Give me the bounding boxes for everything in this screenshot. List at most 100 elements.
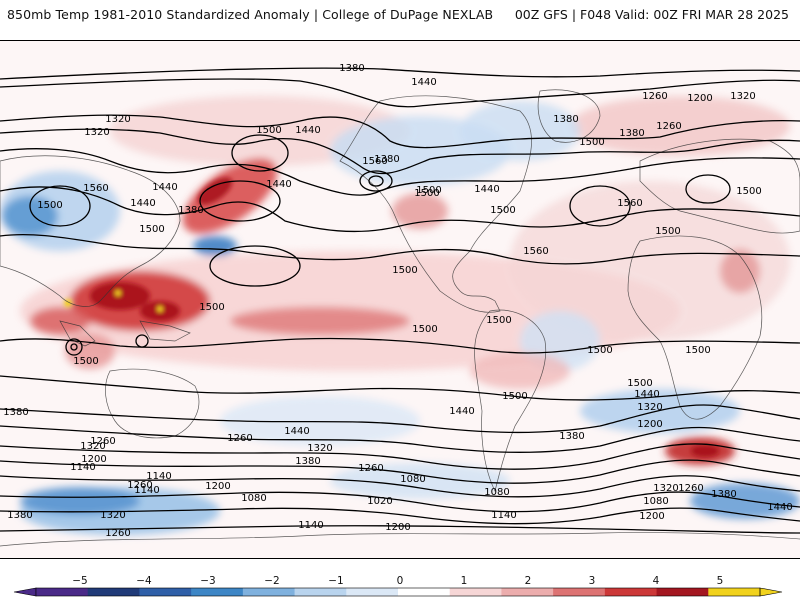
contour-label: 1320 (637, 402, 662, 413)
contour-label: 1440 (284, 426, 309, 437)
contour-label: 1320 (307, 443, 332, 454)
contour-label: 1080 (643, 496, 668, 507)
contour-label: 1440 (634, 389, 659, 400)
contour-label: 1440 (295, 125, 320, 136)
contour-label: 1380 (553, 114, 578, 125)
colorbar: −5 −4 −3 −2 −1 0 1 2 3 4 5 (0, 560, 800, 600)
contour-label: 1560 (83, 183, 108, 194)
contour-label: 1380 (711, 489, 736, 500)
contour-label: 1440 (449, 406, 474, 417)
chart-header: 850mb Temp 1981-2010 Standardized Anomal… (0, 0, 800, 30)
colorbar-swatch (708, 588, 761, 596)
contour-label: 1140 (70, 462, 95, 473)
colorbar-tick-label: −4 (136, 575, 152, 587)
contour-label: 1140 (491, 510, 516, 521)
contour-label: 1380 (178, 205, 203, 216)
colorbar-swatch (604, 588, 658, 596)
anomaly-peaks (64, 177, 719, 457)
colorbar-swatch (346, 588, 399, 596)
colorbar-tick-label: 3 (589, 575, 596, 587)
contour-label: 1440 (474, 184, 499, 195)
contour-label: 1440 (130, 198, 155, 209)
contour-label: 1140 (134, 485, 159, 496)
contour-label: 1200 (385, 522, 410, 533)
contour-label: 1380 (619, 128, 644, 139)
contour-label: 1380 (559, 431, 584, 442)
contour-label: 1560 (523, 246, 548, 257)
colorbar-tick-label: 0 (397, 575, 404, 587)
colorbar-swatch (501, 588, 554, 596)
contour-label: 1500 (502, 391, 527, 402)
height-contours (0, 67, 800, 534)
contour-label: 1560 (617, 198, 642, 209)
colorbar-swatch (191, 588, 244, 596)
colorbar-swatch (87, 588, 140, 596)
contour-label: 1200 (639, 511, 664, 522)
contour-label: 1320 (653, 483, 678, 494)
contour-label: 1140 (298, 520, 323, 531)
colorbar-svg: −5 −4 −3 −2 −1 0 1 2 3 4 5 (13, 575, 783, 597)
coastlines (0, 89, 800, 547)
contour-label: 1080 (484, 487, 509, 498)
colorbar-tick-label: 5 (717, 575, 724, 587)
contour-label: 1260 (358, 463, 383, 474)
colorbar-swatch (398, 588, 451, 596)
colorbar-min-extend (13, 587, 37, 597)
contour-label: 1320 (84, 127, 109, 138)
colorbar-swatch (656, 588, 709, 596)
contour-label: 1500 (414, 188, 439, 199)
colorbar-swatch (36, 588, 89, 596)
contour-label: 1560 (362, 156, 387, 167)
colorbar-tick-label: −1 (328, 575, 343, 587)
colorbar-swatch (449, 588, 502, 596)
colorbar-swatch (242, 588, 296, 596)
contour-label: 1320 (730, 91, 755, 102)
colorbar-tick-label: 4 (653, 575, 660, 587)
contour-label: 1440 (266, 179, 291, 190)
contour-label: 1260 (678, 483, 703, 494)
contour-label: 1320 (105, 114, 130, 125)
contour-label: 1080 (241, 493, 266, 504)
contour-label: 1440 (411, 77, 436, 88)
colorbar-max-extend (759, 587, 783, 597)
contour-label: 1260 (90, 436, 115, 447)
colorbar-tick-label: −5 (72, 575, 87, 587)
colorbar-swatch (553, 588, 606, 596)
colorbar-tick-label: 2 (525, 575, 532, 587)
contour-label: 1260 (227, 433, 252, 444)
contour-label: 1380 (3, 407, 28, 418)
contour-label: 1500 (579, 137, 604, 148)
contour-label: 1500 (490, 205, 515, 216)
contour-label: 1200 (687, 93, 712, 104)
contour-label: 1500 (655, 226, 680, 237)
contour-label: 1380 (374, 154, 399, 165)
contour-label: 1500 (139, 224, 164, 235)
contour-label: 1440 (767, 502, 792, 513)
contour-label: 1380 (339, 63, 364, 74)
colorbar-tick-label: −2 (264, 575, 279, 587)
colorbar-tick-label: 1 (461, 575, 468, 587)
colorbar-swatch (294, 588, 347, 596)
colorbar-swatch (139, 588, 192, 596)
contour-label: 1500 (199, 302, 224, 313)
contour-label: 1020 (367, 496, 392, 507)
product-title: 850mb Temp 1981-2010 Standardized Anomal… (7, 7, 494, 22)
contour-label: 1500 (587, 345, 612, 356)
anomaly-map: 1380 1440 1320 1260 1200 1380 1320 1500 1560 1440… (0, 40, 800, 559)
contour-label: 1500 (736, 186, 761, 197)
contour-label: 1320 (80, 441, 105, 452)
contour-label: 1500 (37, 200, 62, 211)
contour-label: 1260 (105, 528, 130, 539)
contour-label: 1080 (400, 474, 425, 485)
contour-label: 1260 (127, 480, 152, 491)
contour-label: 1500 (412, 324, 437, 335)
contour-label: 1500 (392, 265, 417, 276)
contour-label: 1500 (685, 345, 710, 356)
contour-label: 1500 (73, 356, 98, 367)
contour-label: 1260 (642, 91, 667, 102)
contour-label: 1200 (205, 481, 230, 492)
contour-label: 1260 (656, 121, 681, 132)
contour-label: 1500 (627, 378, 652, 389)
contour-label: 1500 (416, 185, 441, 196)
